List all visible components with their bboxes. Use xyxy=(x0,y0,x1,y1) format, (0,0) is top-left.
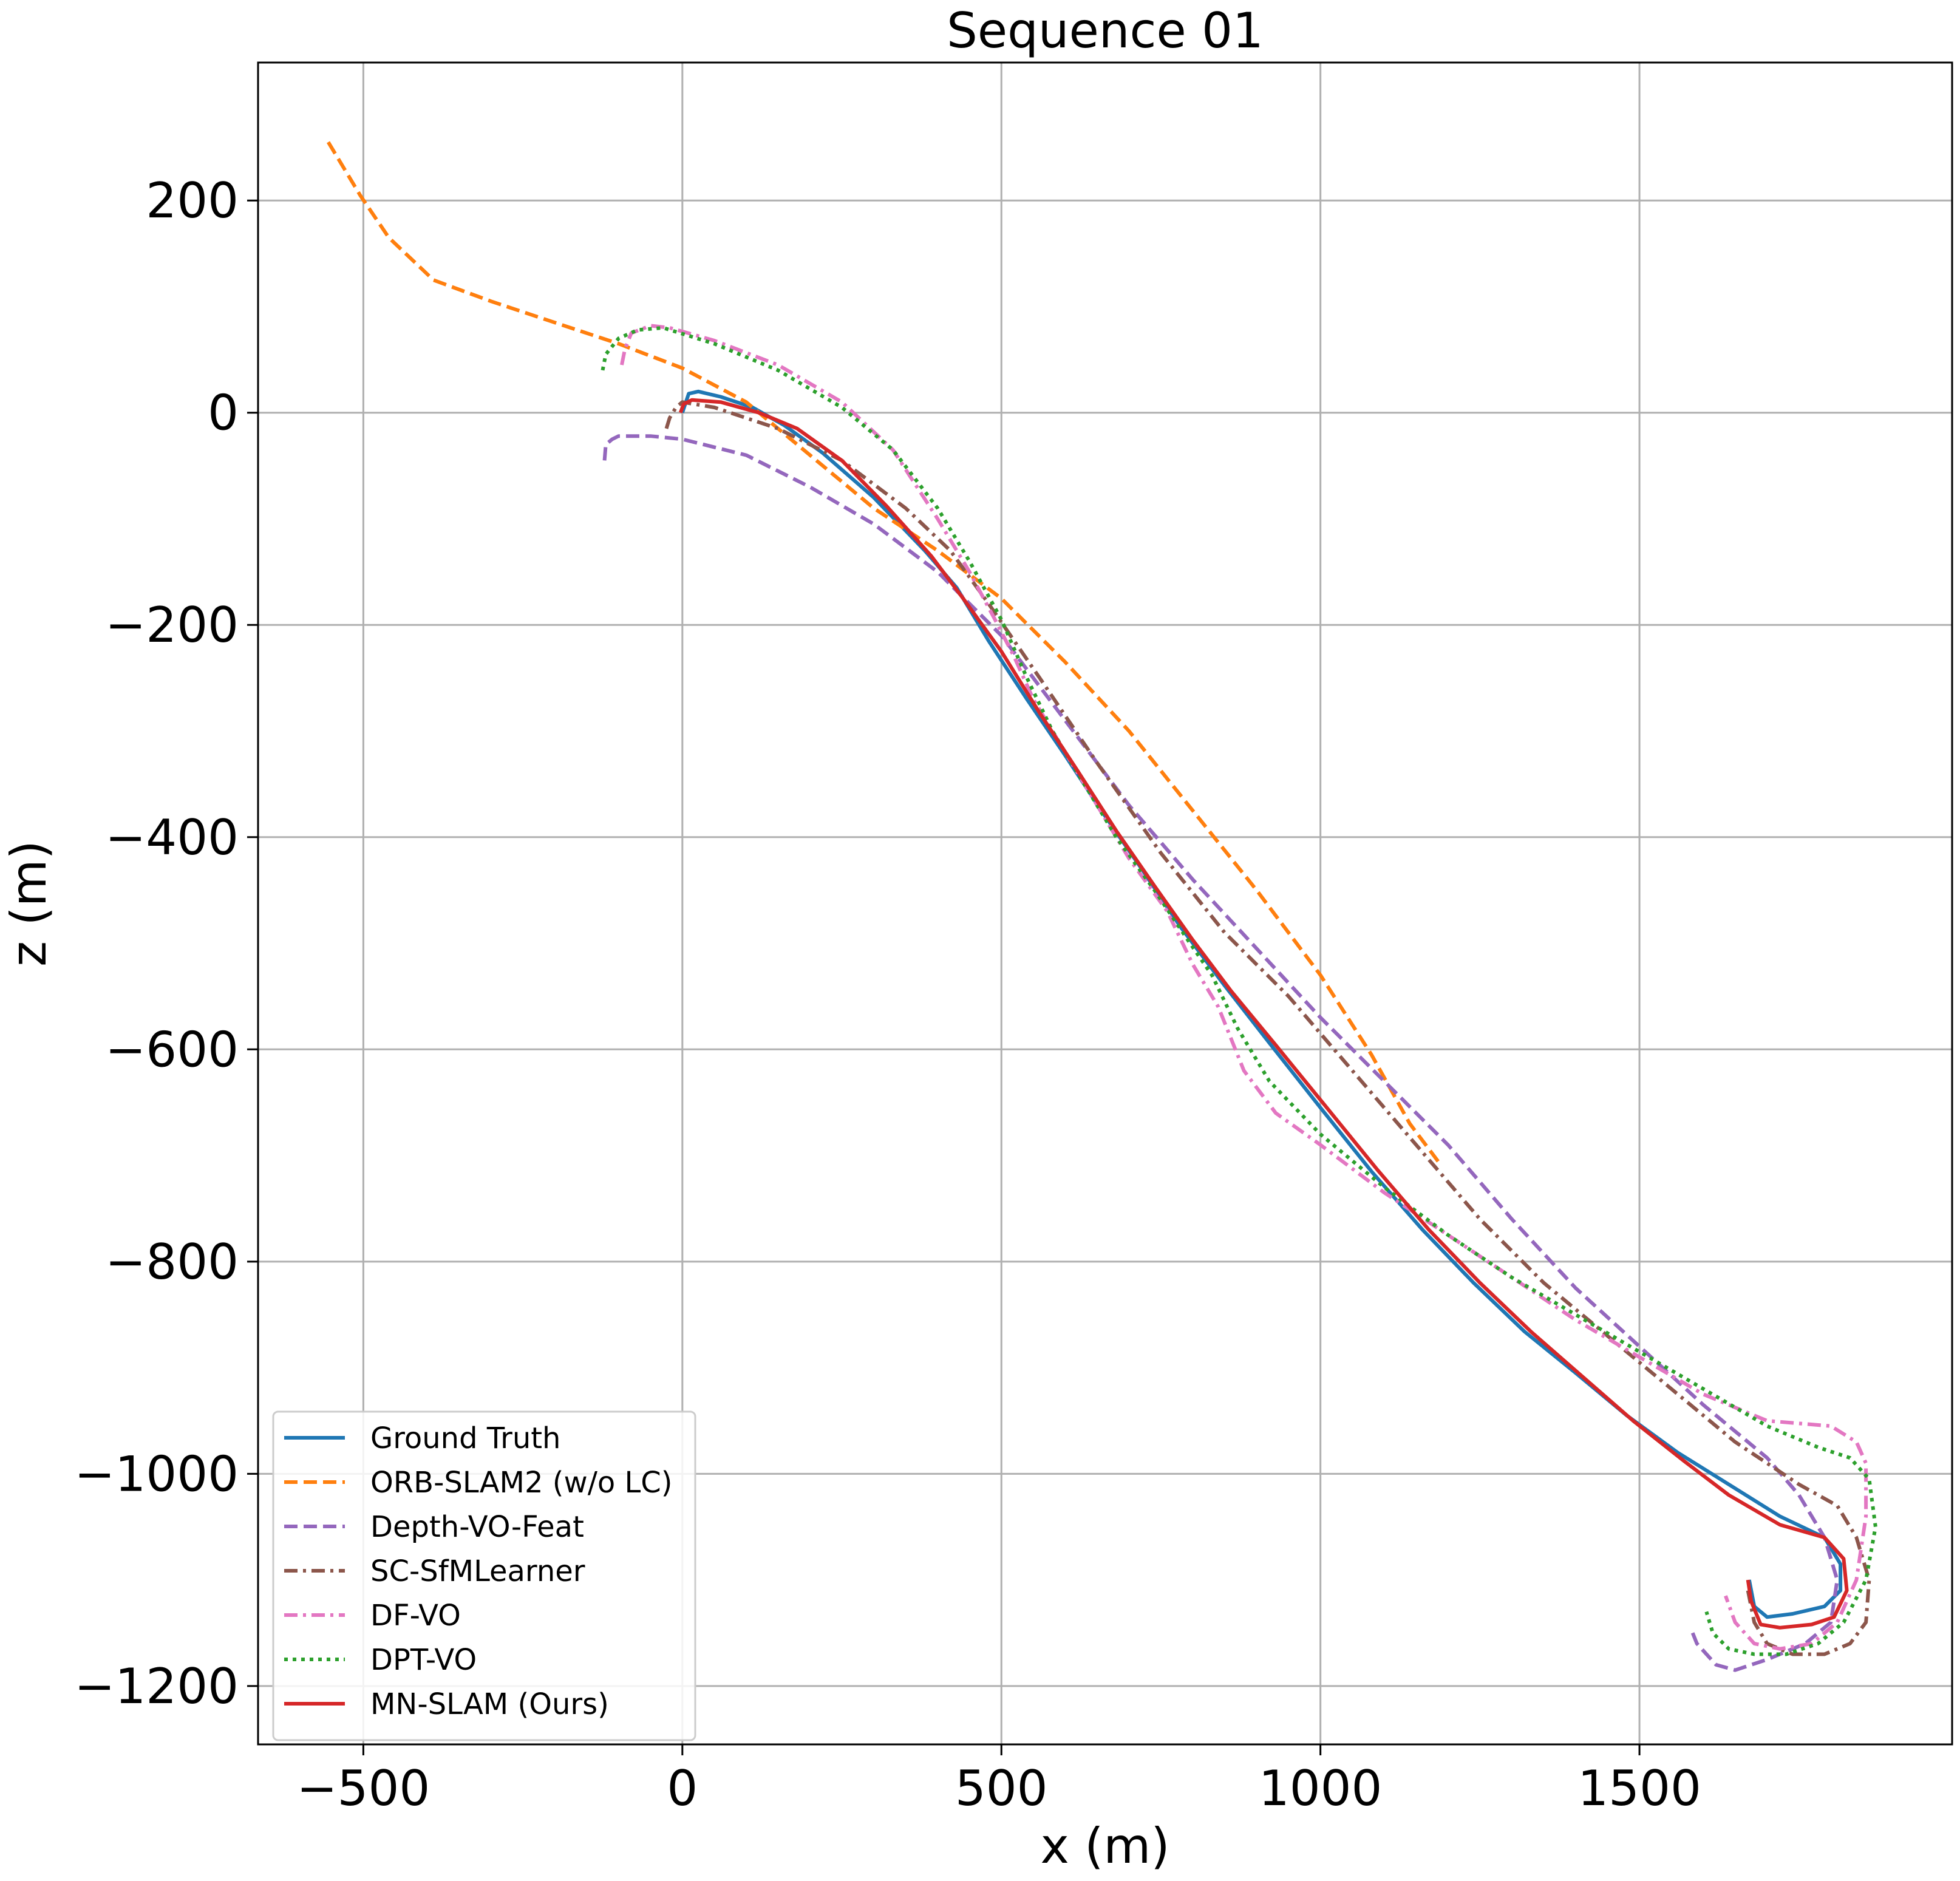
chart-title: Sequence 01 xyxy=(947,2,1264,59)
series-line-dpt-vo xyxy=(601,325,1877,1656)
y-tick-label: −800 xyxy=(105,1234,239,1290)
y-axis-label: z (m) xyxy=(1,840,57,967)
plot-area xyxy=(327,141,1877,1672)
grid-lines xyxy=(258,63,1952,1744)
legend-label: DF-VO xyxy=(370,1599,461,1633)
series-line-mn-slam-ours xyxy=(678,398,1849,1630)
series-line-df-vo xyxy=(620,324,1868,1651)
x-tick-label: 1500 xyxy=(1577,1760,1701,1817)
legend-label: Ground Truth xyxy=(370,1421,560,1455)
x-tick-label: 500 xyxy=(955,1760,1048,1817)
series-line-sc-sfmlearner xyxy=(664,400,1871,1656)
x-tick-label: 1000 xyxy=(1259,1760,1383,1817)
axis-ticks: −500 0 500 1000 15002000−200−400−600−800−100… xyxy=(74,172,1701,1817)
y-tick-label: −600 xyxy=(105,1021,239,1078)
y-tick-label: 0 xyxy=(208,385,239,441)
y-tick-label: −1200 xyxy=(74,1658,239,1715)
legend: Ground Truth ORB-SLAM2 (w/o LC) Depth-VO-F… xyxy=(272,1410,696,1741)
legend-label: ORB-SLAM2 (w/o LC) xyxy=(370,1466,673,1500)
x-axis-label: x (m) xyxy=(1040,1818,1169,1874)
legend-box xyxy=(272,1410,696,1741)
y-tick-label: −400 xyxy=(105,809,239,866)
y-tick-label: −200 xyxy=(105,597,239,653)
x-tick-label: 0 xyxy=(667,1760,698,1817)
y-tick-label: 200 xyxy=(146,172,239,229)
legend-label: DPT-VO xyxy=(370,1643,477,1677)
series-line-depth-vo-feat xyxy=(602,434,1839,1672)
y-tick-label: −1000 xyxy=(74,1446,239,1502)
legend-label: Depth-VO-Feat xyxy=(370,1510,584,1544)
series-line-orb-slam2-w-o-lc xyxy=(327,141,1443,1168)
x-tick-label: −500 xyxy=(297,1760,430,1817)
legend-label: MN-SLAM (Ours) xyxy=(370,1687,609,1721)
plot-frame xyxy=(257,61,1953,1746)
legend-label: SC-SfMLearner xyxy=(370,1554,585,1588)
